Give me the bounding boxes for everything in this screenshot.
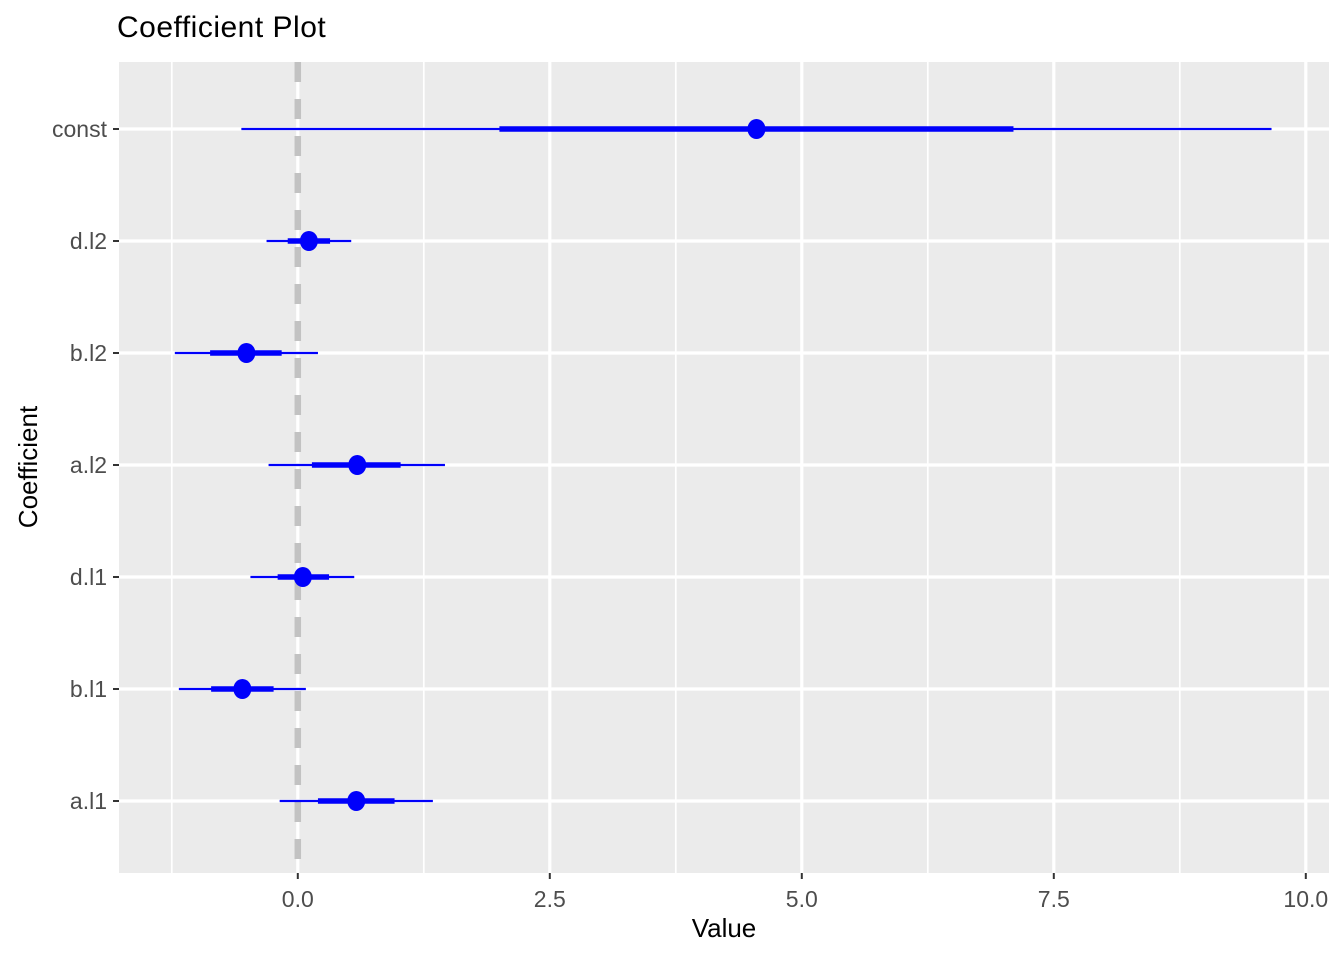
- y-axis-title: Coefficient: [13, 405, 43, 529]
- point-estimate: [299, 231, 318, 251]
- x-tick-label: 5.0: [786, 886, 818, 912]
- point-estimate: [747, 119, 766, 139]
- point-estimate: [233, 679, 252, 699]
- x-tick-label: 0.0: [282, 886, 314, 912]
- y-tick-label: const: [52, 116, 108, 142]
- y-tick-label: a.l2: [70, 452, 107, 478]
- y-tick-label: b.l2: [70, 340, 107, 366]
- y-tick-label: a.l1: [70, 788, 107, 814]
- x-tick-label: 7.5: [1038, 886, 1070, 912]
- y-tick-label: d.l1: [70, 564, 107, 590]
- point-estimate: [348, 455, 367, 475]
- point-estimate: [293, 567, 312, 587]
- y-tick-label: d.l2: [70, 228, 107, 254]
- point-estimate: [237, 343, 256, 363]
- y-tick-label: b.l1: [70, 676, 107, 702]
- point-estimate: [347, 791, 366, 811]
- x-tick-label: 2.5: [534, 886, 566, 912]
- x-tick-label: 10.0: [1283, 886, 1328, 912]
- x-axis-title: Value: [691, 913, 757, 943]
- plot-title: Coefficient Plot: [117, 11, 327, 44]
